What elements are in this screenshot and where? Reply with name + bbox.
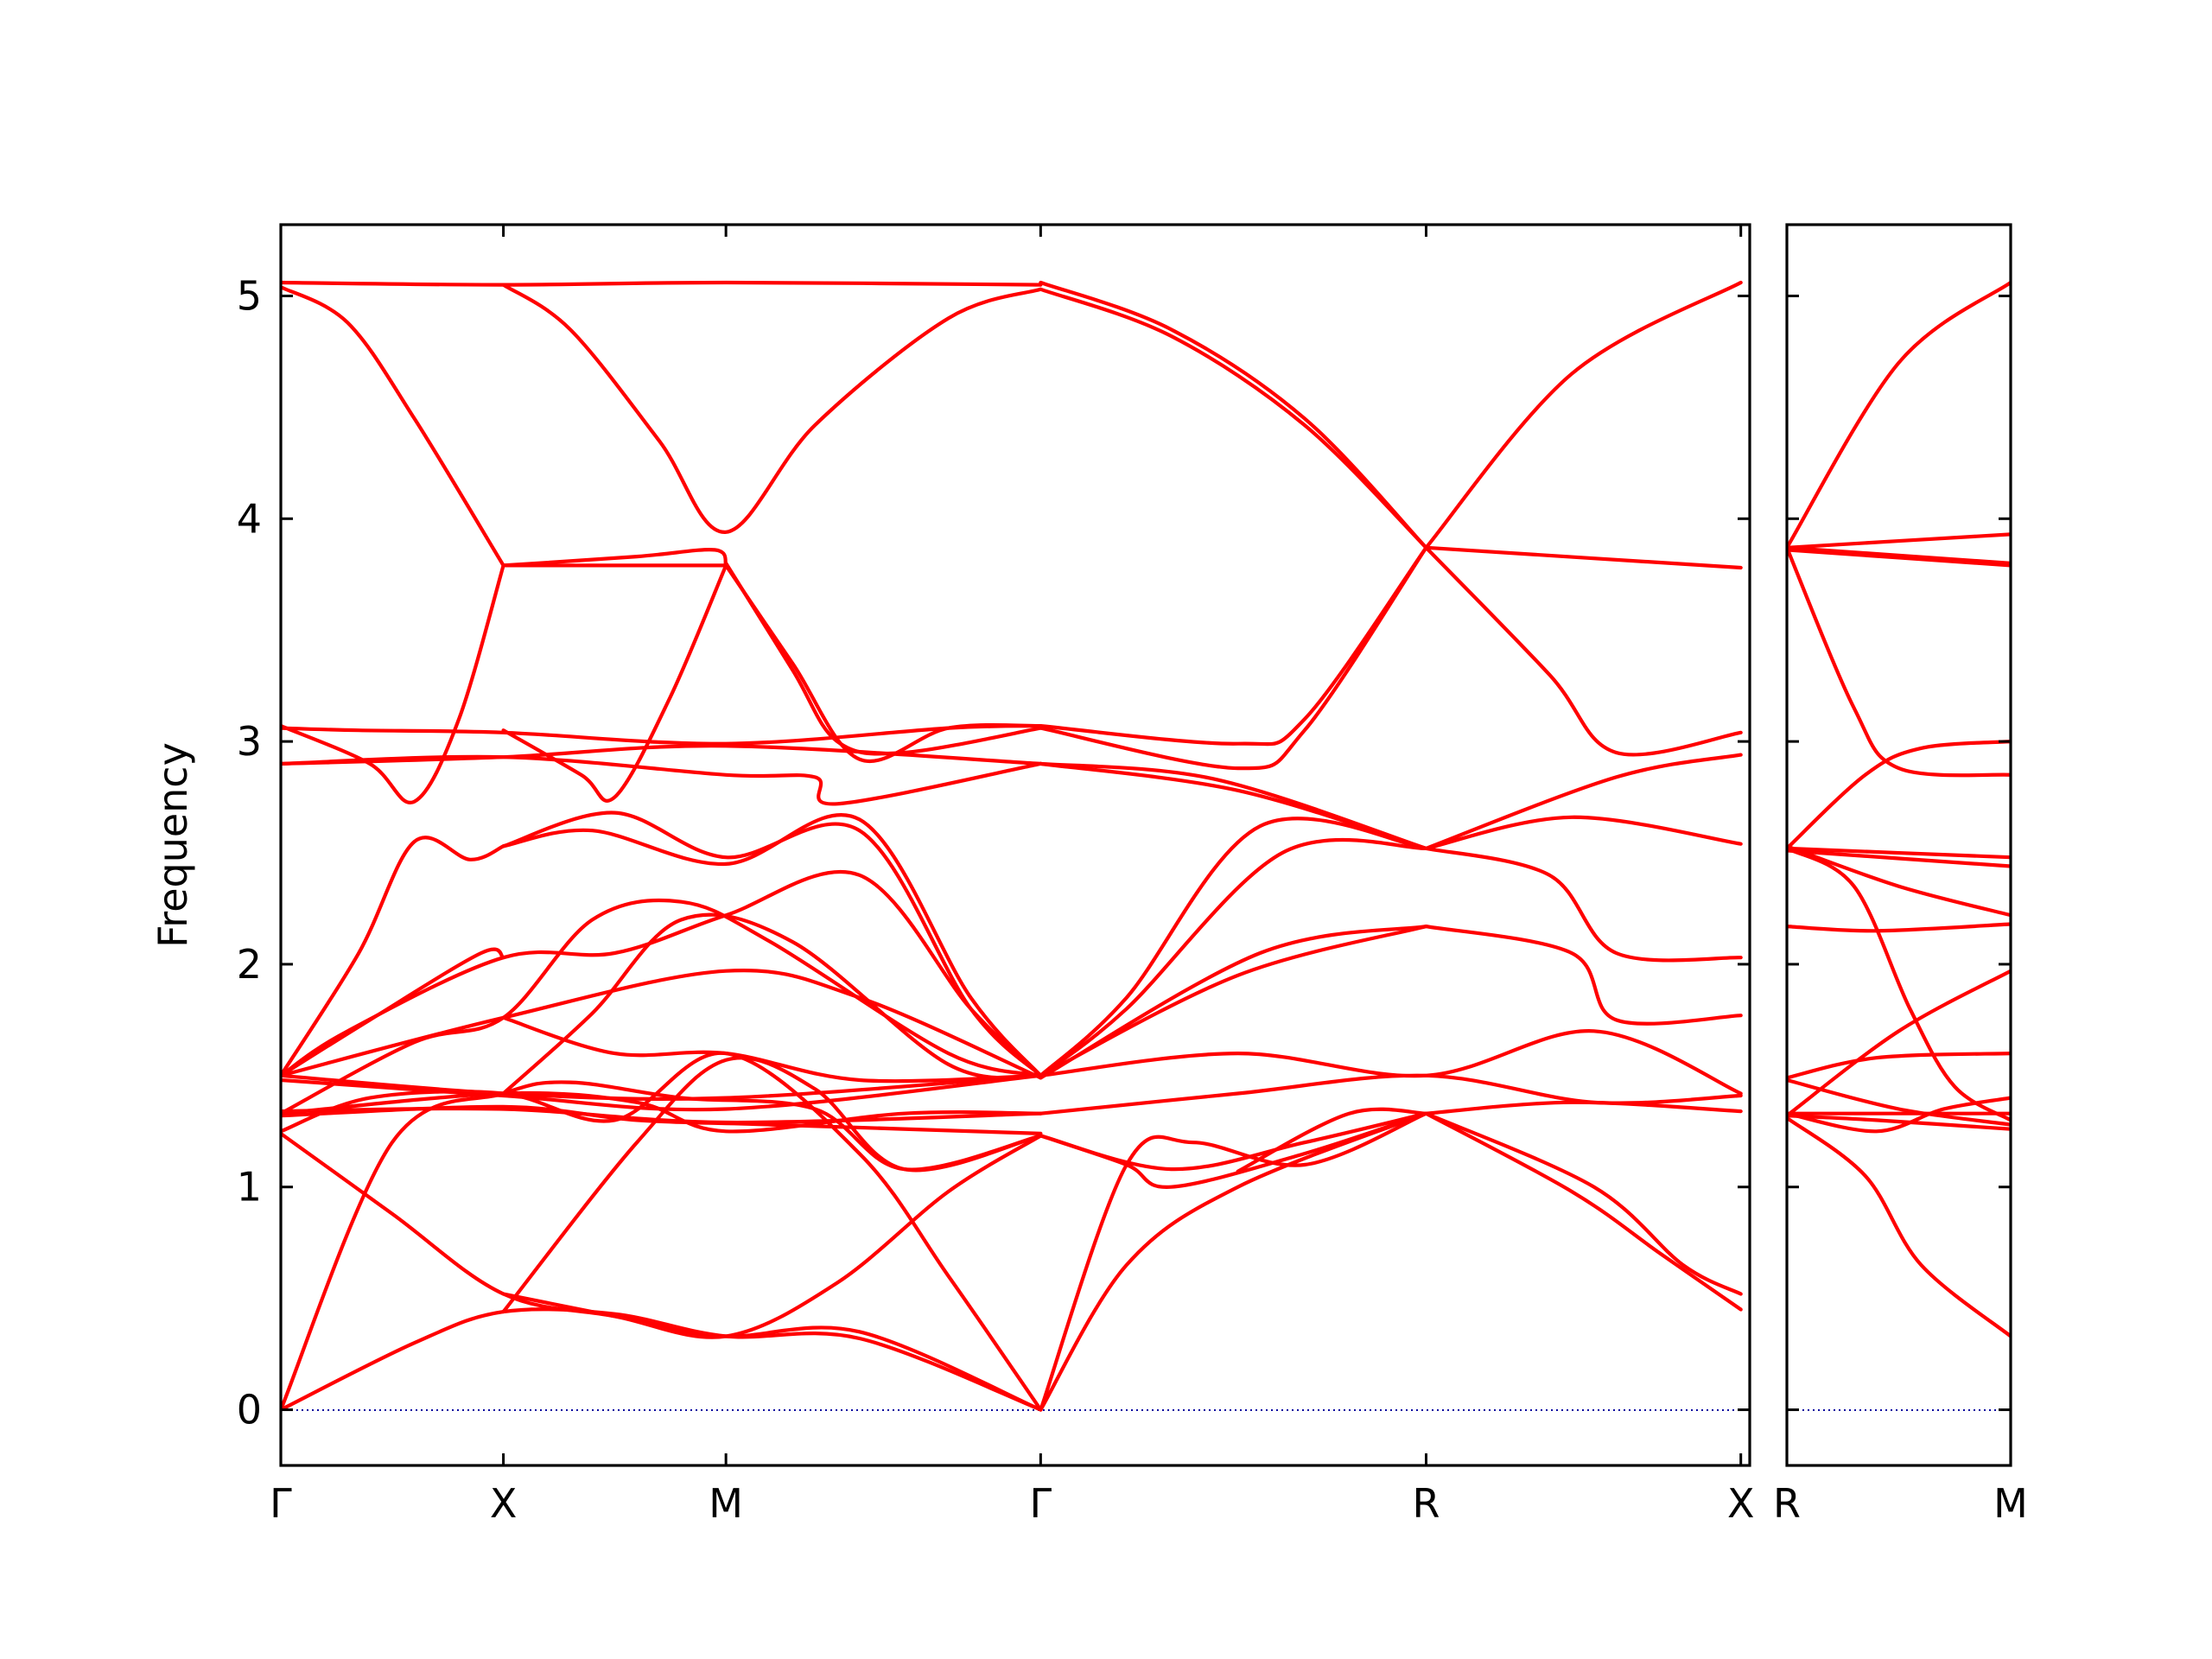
y-tick-label-3: 3 (237, 718, 262, 765)
band-line-0-33 (1039, 925, 1428, 1080)
band-line-0-3 (1424, 280, 1743, 550)
band-line-0-54 (1039, 1111, 1428, 1412)
band-line-0-28 (1039, 817, 1428, 1077)
band-line-1-4 (1787, 545, 2011, 778)
band-line-0-56 (1424, 1111, 1743, 1296)
band-line-1-11 (1787, 969, 2011, 1118)
band-line-1-8 (1787, 844, 2011, 918)
band-line-1-6 (1787, 846, 2011, 860)
band-line-0-10 (501, 563, 728, 803)
band-line-0-38 (281, 1073, 1043, 1101)
band-line-0-48 (281, 1307, 1043, 1412)
y-tick-label-2: 2 (237, 941, 262, 988)
band-line-0-5 (501, 283, 1043, 534)
frame-main (279, 223, 1751, 1467)
band-line-0-0 (281, 280, 1043, 287)
x-tick-label-0-1: X (490, 1480, 518, 1527)
x-tick-label-1-0: R (1773, 1480, 1801, 1527)
band-line-0-23 (281, 836, 505, 1077)
band-line-1-14 (1787, 1096, 2011, 1134)
band-line-1-3 (1787, 548, 2011, 568)
band-line-0-52 (1039, 1111, 1428, 1172)
y-tick-label-0: 0 (237, 1387, 262, 1433)
x-tick-label-0-5: X (1727, 1480, 1755, 1527)
band-line-0-24 (501, 812, 1043, 1077)
band-line-0-18 (281, 754, 1043, 806)
band-line-0-53 (1039, 1111, 1428, 1412)
band-line-0-13 (1039, 545, 1428, 747)
band-line-0-2 (1039, 287, 1428, 550)
band-line-0-50 (501, 1056, 1043, 1314)
band-line-1-12 (1787, 1052, 2011, 1080)
y-tick-label-1: 1 (237, 1164, 262, 1211)
band-line-0-31 (1424, 925, 1743, 1026)
band-line-0-20 (1039, 761, 1428, 850)
ticks-side (1785, 225, 2012, 1465)
frame-side (1785, 223, 2012, 1467)
band-line-0-40 (1039, 1029, 1743, 1096)
band-line-1-1 (1787, 532, 2011, 550)
band-line-0-45 (281, 1090, 1043, 1134)
x-tick-label-0-2: M (709, 1480, 743, 1527)
band-line-0-16 (1424, 545, 1743, 570)
band-line-1-13 (1787, 1077, 2011, 1127)
x-tick-label-0-0: Γ (270, 1480, 292, 1527)
band-line-0-7 (501, 548, 728, 568)
band-line-0-27 (281, 947, 505, 1077)
band-line-1-2 (1787, 545, 2011, 565)
band-line-0-4 (281, 285, 505, 568)
x-tick-label-1-1: M (1993, 1480, 2028, 1527)
band-line-0-9 (281, 563, 505, 804)
y-tick-label-4: 4 (237, 495, 262, 542)
band-line-1-0 (1787, 280, 2011, 550)
band-line-0-35 (281, 969, 1043, 1080)
band-line-0-46 (281, 1104, 1043, 1135)
band-line-0-58 (1236, 1107, 1428, 1173)
y-tick-label-5: 5 (237, 272, 262, 319)
y-axis-label: Frequency (149, 742, 196, 948)
band-line-0-39 (281, 1073, 1043, 1112)
band-line-0-43 (281, 1051, 1043, 1412)
x-tick-label-0-3: Γ (1030, 1480, 1052, 1527)
y-tick-labels: 0 1 2 3 4 5 (237, 272, 262, 1433)
band-line-0-15 (1424, 545, 1743, 757)
band-line-0-14 (1039, 545, 1428, 771)
panel-main: Γ X M Γ R X 0 1 2 3 4 5 (237, 223, 1754, 1527)
band-line-0-12 (724, 561, 1043, 756)
band-line-0-57 (1424, 1100, 1743, 1116)
band-line-0-42 (281, 1131, 1043, 1339)
band-line-1-16 (1787, 1114, 2011, 1131)
x-tick-label-0-4: R (1413, 1480, 1440, 1527)
band-line-0-30 (1424, 846, 1743, 963)
band-line-0-1 (1039, 280, 1428, 550)
band-line-0-37 (281, 898, 1043, 1116)
band-line-1-10 (1787, 922, 2011, 933)
bands-side (1787, 280, 2011, 1338)
band-line-0-36 (501, 912, 1043, 1096)
band-line-1-5 (1787, 740, 2011, 850)
ticks-main (279, 225, 1750, 1465)
band-line-1-17 (1787, 1116, 2011, 1338)
band-line-0-22 (1424, 815, 1743, 850)
bands-main (281, 280, 1743, 1412)
band-line-0-55 (1424, 1111, 1743, 1312)
band-line-0-19 (1039, 761, 1428, 850)
band-line-1-9 (1787, 846, 2011, 1122)
band-line-0-21 (1424, 753, 1743, 850)
band-line-0-29 (1039, 837, 1428, 1077)
